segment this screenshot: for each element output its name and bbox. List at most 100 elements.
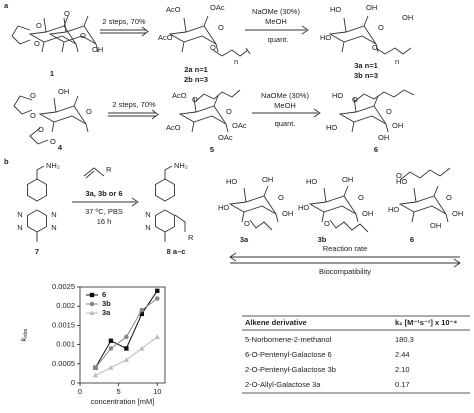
y-axis-label-main: k bbox=[19, 336, 28, 341]
table-cell: 5-Norbornene-2-methanol bbox=[245, 335, 332, 344]
label: N bbox=[145, 210, 150, 219]
marker bbox=[124, 346, 129, 351]
marker bbox=[155, 288, 160, 294]
label: 6 bbox=[374, 145, 378, 154]
label: HO bbox=[326, 123, 337, 132]
label: MeOH bbox=[265, 17, 287, 26]
label: O bbox=[324, 219, 330, 228]
label: 3a, 3b or 6 bbox=[85, 189, 122, 198]
label: NaOMe (30%) bbox=[261, 91, 309, 100]
label: AcO bbox=[166, 123, 181, 132]
label: AcO bbox=[166, 5, 181, 14]
label: HO bbox=[306, 177, 317, 186]
aromatic-ring bbox=[27, 209, 47, 233]
label: n bbox=[395, 57, 399, 66]
arrow bbox=[72, 197, 139, 207]
table-cell: 2-O-Allyl-Galactose 3a bbox=[245, 380, 321, 389]
label: OH bbox=[378, 133, 389, 142]
label: O bbox=[372, 43, 378, 52]
label: O bbox=[244, 219, 250, 228]
table-cell: 2.44 bbox=[395, 350, 410, 359]
bond bbox=[195, 89, 241, 102]
aromatic-ring bbox=[155, 178, 175, 202]
y-tick-label: 0 bbox=[71, 378, 75, 387]
marker bbox=[89, 292, 95, 298]
marker bbox=[89, 310, 95, 315]
label: O bbox=[396, 171, 402, 180]
label: N bbox=[145, 223, 150, 232]
label: 1 bbox=[50, 69, 54, 78]
x-tick-label: 5 bbox=[117, 387, 121, 396]
label: MeOH bbox=[274, 101, 296, 110]
legend-label: 3a bbox=[102, 308, 111, 317]
label: OH bbox=[58, 87, 69, 96]
label: O bbox=[358, 193, 364, 202]
marker bbox=[139, 311, 145, 317]
label: O bbox=[278, 193, 284, 202]
label: O bbox=[86, 107, 92, 116]
label: O bbox=[218, 23, 224, 32]
label: OAc bbox=[210, 3, 225, 12]
aromatic-ring bbox=[155, 209, 175, 233]
marker bbox=[154, 296, 160, 301]
label: O bbox=[30, 91, 36, 100]
label: OH bbox=[362, 209, 373, 218]
label: a bbox=[4, 1, 9, 10]
label: OH bbox=[262, 175, 273, 184]
label: 4 bbox=[58, 143, 63, 152]
label: HO bbox=[396, 177, 407, 186]
label: quant. bbox=[275, 119, 296, 128]
arrow bbox=[100, 26, 149, 37]
label: OH bbox=[366, 3, 377, 12]
label: 2 steps, 70% bbox=[112, 100, 156, 109]
plot-frame bbox=[79, 286, 166, 384]
label: OAc bbox=[218, 133, 233, 142]
table-cell: 2-O-Pentenyl-Galactose 3b bbox=[245, 365, 336, 374]
marker bbox=[154, 334, 160, 339]
table-cell: 6-O-Pentenyl-Galactose 6 bbox=[245, 350, 332, 359]
x-tick-label: 0 bbox=[78, 387, 82, 396]
label: OH bbox=[452, 209, 463, 218]
label: O bbox=[80, 31, 86, 40]
label: O bbox=[36, 21, 42, 30]
y-tick-label: 0.0015 bbox=[52, 320, 75, 329]
label: NH₂ bbox=[46, 161, 60, 170]
label: b bbox=[4, 157, 9, 166]
label: OH bbox=[402, 13, 413, 22]
y-tick-label: 0.002 bbox=[56, 301, 75, 310]
marker bbox=[124, 334, 129, 340]
y-tick-label: 0.001 bbox=[56, 340, 75, 349]
legend-label: 6 bbox=[102, 290, 106, 299]
marker bbox=[92, 372, 99, 378]
rings bbox=[27, 15, 449, 233]
table-header: Alkene derivative bbox=[245, 318, 307, 327]
sugar-ring bbox=[228, 185, 279, 223]
table-cell: 2.10 bbox=[395, 365, 410, 374]
sugar-ring bbox=[338, 95, 389, 133]
sugar-ring bbox=[168, 15, 219, 53]
label: 2a n=1 bbox=[184, 65, 208, 74]
label: 3a n=1 bbox=[354, 61, 378, 70]
label: O bbox=[446, 193, 452, 202]
label: HO bbox=[320, 33, 331, 42]
structures bbox=[11, 25, 461, 268]
label: R bbox=[188, 233, 194, 242]
table-cell: 0.17 bbox=[395, 380, 410, 389]
marker bbox=[93, 365, 98, 370]
y-axis-label-sub: obs bbox=[23, 328, 29, 337]
label: O bbox=[378, 23, 384, 32]
label: HO bbox=[388, 205, 399, 214]
label: 5 bbox=[210, 145, 214, 154]
label: 2b n=3 bbox=[184, 75, 208, 84]
bond bbox=[399, 167, 451, 181]
label: O bbox=[38, 125, 44, 134]
label: 3b n=3 bbox=[354, 71, 378, 80]
bond bbox=[11, 25, 49, 145]
label: OH bbox=[392, 121, 403, 130]
label: O bbox=[34, 39, 40, 48]
label: Biocompatibility bbox=[319, 267, 371, 276]
marker bbox=[89, 301, 95, 307]
bond bbox=[249, 219, 369, 233]
label: quant. bbox=[268, 35, 289, 44]
